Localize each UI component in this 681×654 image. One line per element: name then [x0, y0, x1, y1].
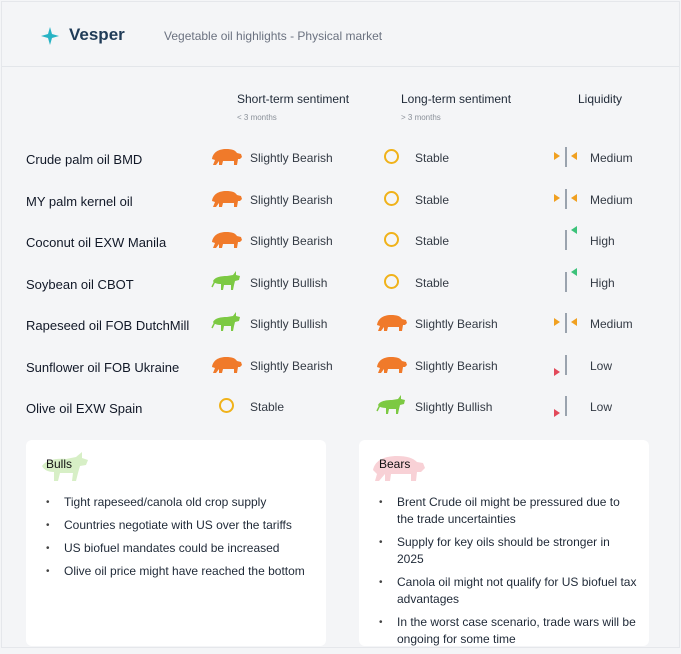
short-term-bear-icon	[211, 146, 243, 171]
liquidity-text: Medium	[590, 151, 633, 165]
list-item: Brent Crude oil might be pressured due t…	[373, 494, 639, 528]
brand-name[interactable]: Vesper	[69, 25, 125, 44]
sparkle-logo-icon	[41, 27, 59, 45]
liquidity-header: Liquidity	[578, 92, 623, 106]
liquidity-text: Medium	[590, 193, 633, 207]
long-term-sentiment-text: Slightly Bearish	[415, 359, 498, 373]
header: Vesper Vegetable oil highlights - Physic…	[2, 2, 679, 67]
list-item: Olive oil price might have reached the b…	[40, 563, 316, 580]
page-subtitle: Vegetable oil highlights - Physical mark…	[164, 29, 383, 43]
row-commodity-label: Sunflower oil FOB Ukraine	[26, 360, 180, 375]
bears-card: Bears Brent Crude oil might be pressured…	[359, 440, 649, 646]
bear-watermark-icon	[373, 456, 425, 481]
short-term-sentiment-text: Stable	[250, 400, 285, 414]
list-item: Tight rapeseed/canola old crop supply	[40, 494, 316, 511]
liquidity-text: High	[590, 234, 615, 248]
medium-arrows-icon	[552, 313, 582, 335]
long-term-sentiment-text: Slightly Bearish	[415, 317, 498, 331]
short-term-bear-icon	[211, 354, 243, 379]
row-commodity-label: Olive oil EXW Spain	[26, 401, 143, 416]
row-commodity-label: Soybean oil CBOT	[26, 277, 134, 292]
long-term-stable-circle-icon	[384, 149, 399, 164]
short-term-sentiment-text: Slightly Bullish	[250, 276, 328, 290]
long-term-sentiment-text: Stable	[415, 276, 450, 290]
list-item: Supply for key oils should be stronger i…	[373, 534, 639, 568]
long-term-stable-circle-icon	[384, 191, 399, 206]
short-term-sentiment-text: Slightly Bearish	[250, 193, 333, 207]
list-item: In the worst case scenario, trade wars w…	[373, 614, 639, 648]
short-term-bear-icon	[211, 188, 243, 213]
bulls-list: Tight rapeseed/canola old crop supply Cou…	[40, 494, 316, 586]
low-arrow-icon	[552, 396, 582, 418]
short-term-sentiment-text: Slightly Bearish	[250, 151, 333, 165]
bull-watermark-icon	[42, 452, 88, 481]
short-term-sentiment-text: Slightly Bearish	[250, 359, 333, 373]
bears-title: Bears	[379, 457, 411, 471]
liquidity-text: Low	[590, 400, 613, 414]
long-term-header: Long-term sentiment	[401, 92, 512, 106]
short-term-bear-icon	[211, 229, 243, 254]
short-term-header: Short-term sentiment	[237, 92, 350, 106]
short-term-bull-icon	[211, 269, 243, 296]
bulls-title: Bulls	[46, 457, 73, 471]
list-item: Canola oil might not qualify for US biof…	[373, 574, 639, 608]
row-commodity-label: Crude palm oil BMD	[26, 152, 143, 167]
list-item: US biofuel mandates could be increased	[40, 540, 316, 557]
list-item: Countries negotiate with US over the tar…	[40, 517, 316, 534]
high-arrow-icon	[552, 268, 582, 294]
liquidity-text: Medium	[590, 317, 633, 331]
liquidity-text: Low	[590, 359, 613, 373]
long-term-bull-icon	[376, 393, 408, 420]
long-term-bear-icon	[376, 312, 408, 337]
bears-list: Brent Crude oil might be pressured due t…	[373, 494, 639, 654]
long-term-stable-circle-icon	[384, 232, 399, 247]
short-term-sentiment-text: Slightly Bullish	[250, 317, 328, 331]
low-arrow-icon	[552, 355, 582, 377]
long-term-stable-circle-icon	[384, 274, 399, 289]
liquidity-text: High	[590, 276, 615, 290]
high-arrow-icon	[552, 226, 582, 252]
long-term-bear-icon	[376, 354, 408, 379]
row-commodity-label: Coconut oil EXW Manila	[26, 235, 167, 250]
medium-arrows-icon	[552, 189, 582, 211]
long-term-sentiment-text: Stable	[415, 193, 450, 207]
short-term-subheader: < 3 months	[237, 113, 277, 122]
long-term-sentiment-text: Stable	[415, 151, 450, 165]
short-term-sentiment-text: Slightly Bearish	[250, 234, 333, 248]
short-term-bull-icon	[211, 310, 243, 337]
medium-arrows-icon	[552, 147, 582, 169]
row-commodity-label: Rapeseed oil FOB DutchMill	[26, 318, 190, 333]
long-term-subheader: > 3 months	[401, 113, 441, 122]
long-term-sentiment-text: Stable	[415, 234, 450, 248]
long-term-sentiment-text: Slightly Bullish	[415, 400, 493, 414]
short-term-stable-circle-icon	[219, 398, 234, 413]
row-commodity-label: MY palm kernel oil	[26, 194, 133, 209]
bulls-card: Bulls Tight rapeseed/canola old crop sup…	[26, 440, 326, 646]
